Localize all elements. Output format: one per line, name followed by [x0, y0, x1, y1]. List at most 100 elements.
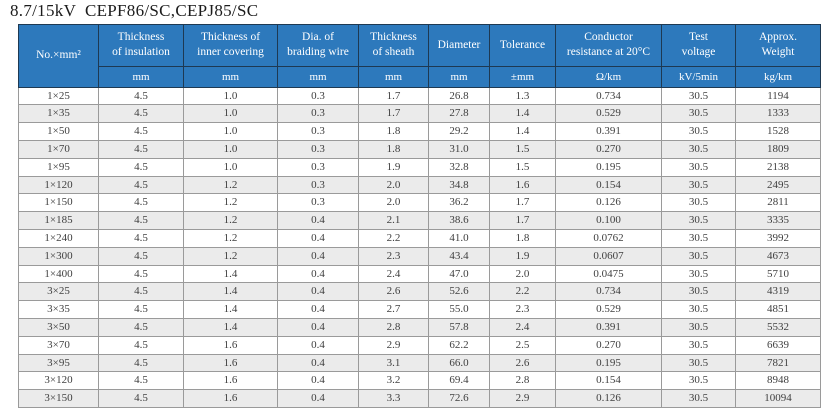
col-unit-conductor-resistance: Ω/km [555, 65, 662, 88]
table-cell-test-voltage: 30.5 [661, 353, 736, 373]
table-cell-test-voltage: 30.5 [661, 122, 736, 142]
table-cell-approx-weight: 1194 [735, 86, 821, 106]
table-cell-spec: 3×150 [18, 389, 99, 409]
table-cell-insulation-thickness: 4.5 [98, 86, 184, 106]
table-cell-diameter: 57.8 [428, 318, 490, 337]
table-cell-conductor-resistance: 0.391 [555, 122, 662, 142]
table-cell-braiding-wire-dia: 0.3 [277, 122, 359, 142]
table-cell-inner-covering-thickness: 1.0 [183, 157, 278, 177]
table-cell-sheath-thickness: 3.1 [358, 353, 429, 373]
table-cell-sheath-thickness: 2.2 [358, 229, 429, 248]
table-cell-spec: 1×120 [18, 175, 99, 195]
table-cell-sheath-thickness: 2.0 [358, 175, 429, 195]
table-cell-approx-weight: 1809 [735, 140, 821, 159]
table-row: 3×120 4.5 1.6 0.4 3.2 69.4 2.8 0.154 30.5 8948 [18, 371, 821, 391]
table-cell-diameter: 36.2 [428, 193, 490, 213]
table-cell-test-voltage: 30.5 [661, 211, 736, 231]
table-cell-sheath-thickness: 2.4 [358, 264, 429, 284]
table-cell-approx-weight: 4851 [735, 300, 821, 320]
table-cell-sheath-thickness: 2.6 [358, 282, 429, 302]
table-cell-diameter: 47.0 [428, 264, 490, 284]
table-cell-test-voltage: 30.5 [661, 86, 736, 106]
table-cell-test-voltage: 30.5 [661, 229, 736, 248]
table-cell-diameter: 26.8 [428, 86, 490, 106]
table-cell-tolerance: 1.7 [489, 193, 556, 213]
col-unit-test-voltage: kV/5min [661, 65, 736, 88]
table-cell-conductor-resistance: 0.391 [555, 318, 662, 337]
table-cell-approx-weight: 6639 [735, 335, 821, 355]
table-row: 1×120 4.5 1.2 0.3 2.0 34.8 1.6 0.154 30.5 2495 [18, 175, 821, 195]
table-cell-test-voltage: 30.5 [661, 389, 736, 409]
table-cell-spec: 3×50 [18, 318, 99, 337]
table-row: 1×185 4.5 1.2 0.4 2.1 38.6 1.7 0.100 30.5 3335 [18, 211, 821, 231]
table-cell-braiding-wire-dia: 0.4 [277, 246, 359, 266]
table-cell-tolerance: 1.5 [489, 157, 556, 177]
col-unit-approx-weight: kg/km [735, 65, 821, 88]
header-labels-row: No.×mm² Thickness of insulation Thickness … [18, 23, 821, 88]
table-cell-insulation-thickness: 4.5 [98, 282, 184, 302]
table-cell-test-voltage: 30.5 [661, 282, 736, 302]
table-cell-braiding-wire-dia: 0.4 [277, 318, 359, 337]
table-cell-inner-covering-thickness: 1.4 [183, 282, 278, 302]
table-cell-braiding-wire-dia: 0.4 [277, 229, 359, 248]
table-cell-approx-weight: 1333 [735, 104, 821, 124]
table-cell-approx-weight: 2138 [735, 157, 821, 177]
table-cell-sheath-thickness: 2.3 [358, 246, 429, 266]
table-cell-inner-covering-thickness: 1.0 [183, 104, 278, 124]
table-cell-inner-covering-thickness: 1.2 [183, 229, 278, 248]
table-cell-diameter: 38.6 [428, 211, 490, 231]
table-cell-inner-covering-thickness: 1.2 [183, 175, 278, 195]
table-cell-conductor-resistance: 0.126 [555, 193, 662, 213]
table-row: 1×95 4.5 1.0 0.3 1.9 32.8 1.5 0.195 30.5 2138 [18, 157, 821, 177]
table-cell-inner-covering-thickness: 1.6 [183, 371, 278, 391]
table-cell-braiding-wire-dia: 0.3 [277, 157, 359, 177]
col-unit-diameter: mm [428, 65, 490, 88]
table-cell-diameter: 41.0 [428, 229, 490, 248]
col-header-conductor-resistance: Conductor resistance at 20°C [555, 23, 662, 67]
col-header-tolerance: Tolerance [489, 23, 556, 67]
table-cell-spec: 1×400 [18, 264, 99, 284]
table-header: No.×mm² Thickness of insulation Thickness … [18, 23, 821, 88]
table-row: 1×400 4.5 1.4 0.4 2.4 47.0 2.0 0.0475 30.5 5710 [18, 264, 821, 284]
table-cell-inner-covering-thickness: 1.6 [183, 389, 278, 409]
table-cell-conductor-resistance: 0.126 [555, 389, 662, 409]
table-cell-tolerance: 1.5 [489, 140, 556, 159]
table-cell-inner-covering-thickness: 1.4 [183, 318, 278, 337]
table-cell-spec: 1×240 [18, 229, 99, 248]
table-row: 3×25 4.5 1.4 0.4 2.6 52.6 2.2 0.734 30.5 4319 [18, 282, 821, 302]
table-cell-tolerance: 2.2 [489, 282, 556, 302]
table-cell-insulation-thickness: 4.5 [98, 246, 184, 266]
table-cell-test-voltage: 30.5 [661, 157, 736, 177]
table-row: 1×300 4.5 1.2 0.4 2.3 43.4 1.9 0.0607 30.5 4673 [18, 246, 821, 266]
table-cell-inner-covering-thickness: 1.6 [183, 335, 278, 355]
col-unit-insulation-thickness: mm [98, 65, 184, 88]
table-cell-conductor-resistance: 0.734 [555, 86, 662, 106]
table-cell-approx-weight: 10094 [735, 389, 821, 409]
table-cell-insulation-thickness: 4.5 [98, 211, 184, 231]
col-header-sheath-thickness: Thickness of sheath [358, 23, 429, 67]
table-cell-braiding-wire-dia: 0.3 [277, 140, 359, 159]
table-cell-sheath-thickness: 3.2 [358, 371, 429, 391]
table-cell-sheath-thickness: 2.1 [358, 211, 429, 231]
table-cell-spec: 1×300 [18, 246, 99, 266]
table-cell-braiding-wire-dia: 0.3 [277, 86, 359, 106]
table-cell-approx-weight: 2495 [735, 175, 821, 195]
table-cell-approx-weight: 4673 [735, 246, 821, 266]
table-row: 1×240 4.5 1.2 0.4 2.2 41.0 1.8 0.0762 30.5 3992 [18, 229, 821, 248]
table-cell-inner-covering-thickness: 1.0 [183, 140, 278, 159]
table-row: 1×70 4.5 1.0 0.3 1.8 31.0 1.5 0.270 30.5 1809 [18, 140, 821, 159]
table-cell-insulation-thickness: 4.5 [98, 335, 184, 355]
table-cell-tolerance: 2.9 [489, 389, 556, 409]
table-cell-conductor-resistance: 0.0475 [555, 264, 662, 284]
table-cell-insulation-thickness: 4.5 [98, 371, 184, 391]
table-cell-inner-covering-thickness: 1.4 [183, 264, 278, 284]
table-cell-inner-covering-thickness: 1.0 [183, 86, 278, 106]
table-cell-braiding-wire-dia: 0.4 [277, 389, 359, 409]
table-cell-braiding-wire-dia: 0.3 [277, 193, 359, 213]
table-cell-insulation-thickness: 4.5 [98, 175, 184, 195]
table-cell-braiding-wire-dia: 0.3 [277, 104, 359, 124]
table-cell-tolerance: 1.3 [489, 86, 556, 106]
table-cell-insulation-thickness: 4.5 [98, 264, 184, 284]
table-cell-spec: 1×185 [18, 211, 99, 231]
table-cell-spec: 3×25 [18, 282, 99, 302]
